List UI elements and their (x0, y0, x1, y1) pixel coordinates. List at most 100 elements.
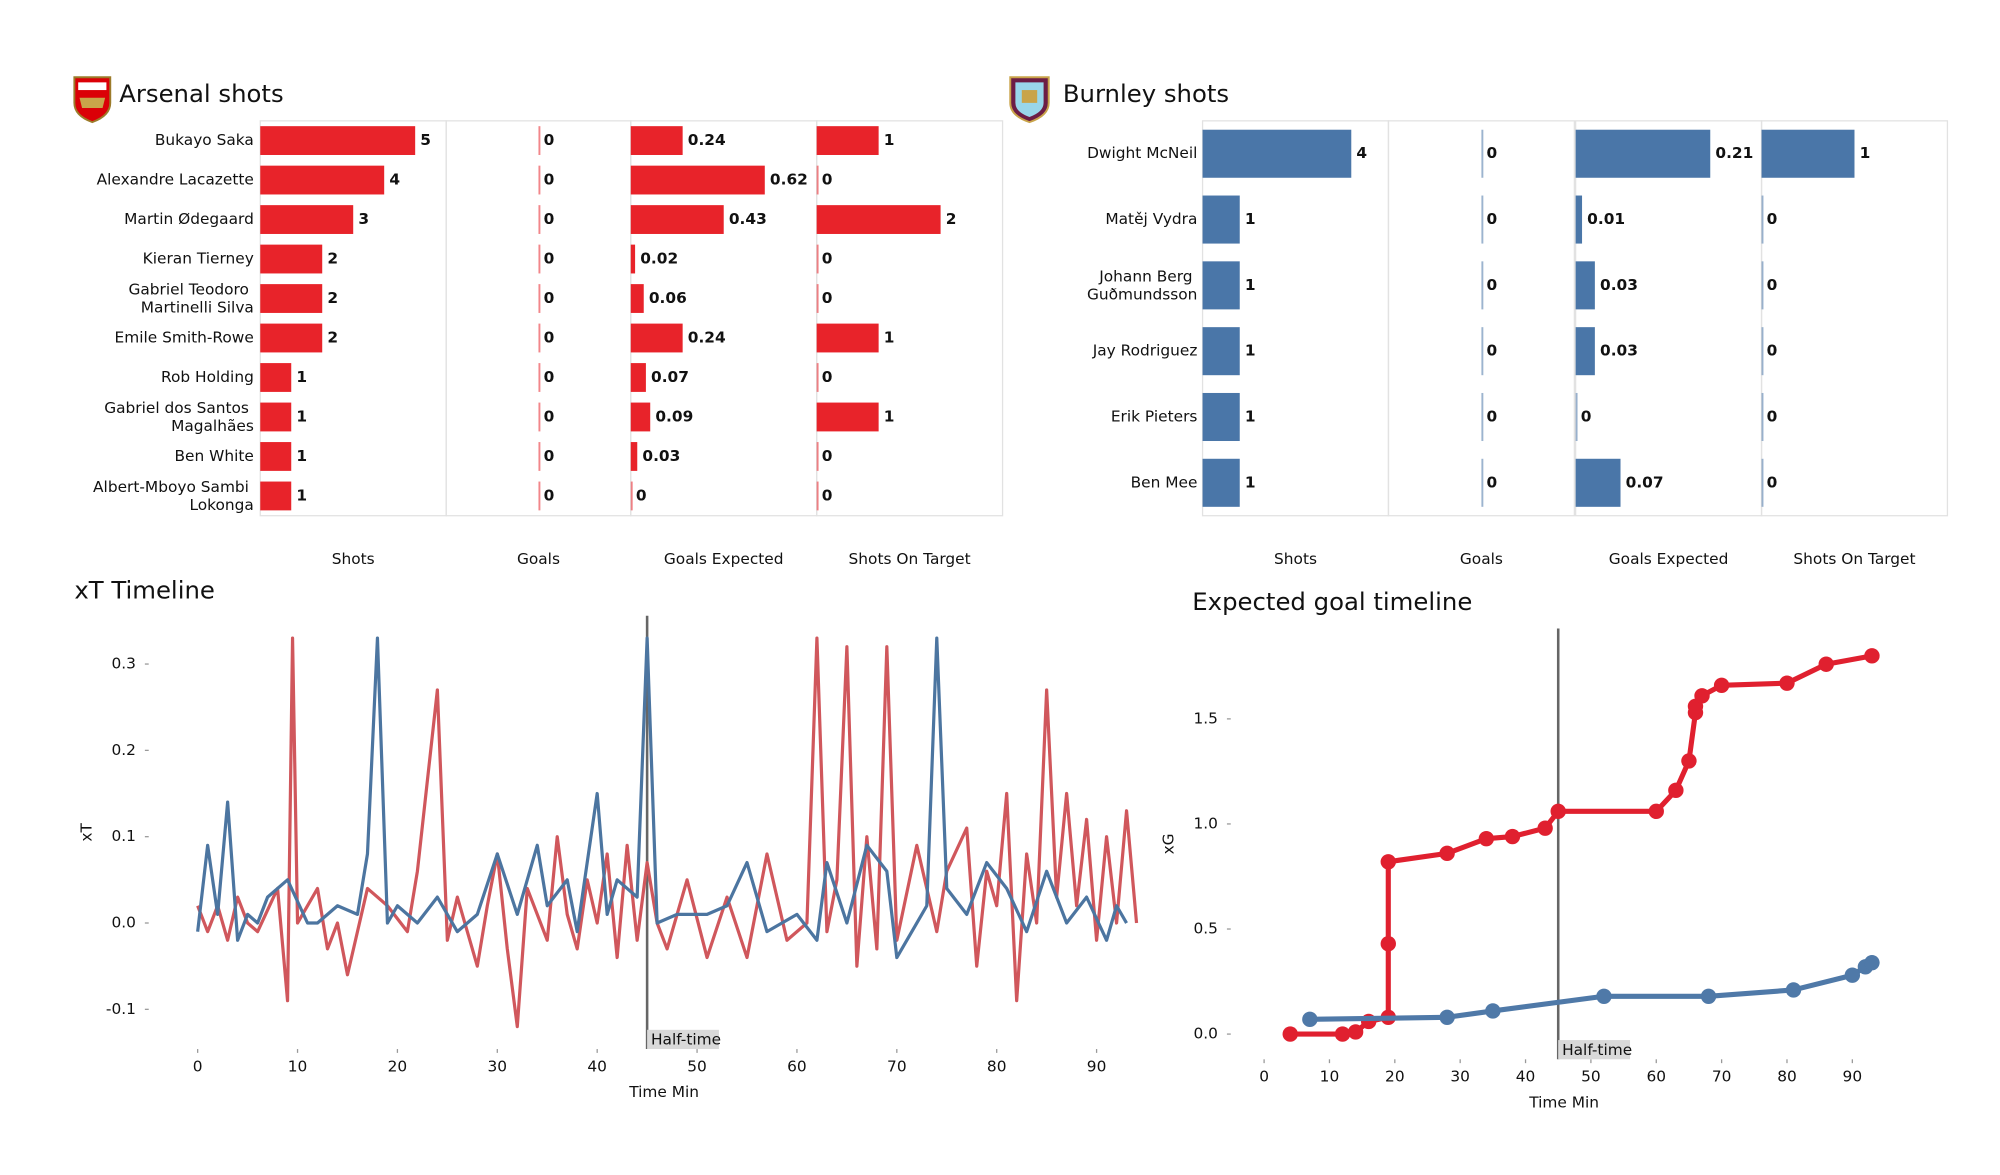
value-label: 0.03 (1600, 276, 1638, 294)
value-label: 0 (1487, 276, 1498, 294)
bar (816, 126, 879, 155)
value-label: 0 (822, 447, 833, 465)
bar (538, 165, 541, 195)
bar (538, 402, 541, 432)
panel-label: Goals Expected (1609, 550, 1729, 568)
value-label: 0.24 (688, 329, 726, 347)
value-label: 1 (1860, 144, 1871, 162)
bar (1761, 458, 1764, 507)
series-marker (1681, 753, 1697, 769)
bar (1481, 392, 1484, 442)
value-label: 1 (296, 447, 307, 465)
series-marker (1485, 1003, 1501, 1019)
y-tick-label: 1.0 (1193, 814, 1217, 832)
category-label: Rob Holding (161, 368, 254, 386)
y-tick-label: 0.1 (111, 827, 135, 845)
value-label: 1 (884, 131, 895, 149)
bar (538, 323, 541, 353)
category-label: Dwight McNeil (1087, 144, 1197, 162)
panel-label: Goals Expected (664, 550, 784, 568)
bar (630, 323, 683, 353)
panel-frame (1575, 120, 1763, 517)
series-line (1290, 653, 1873, 1037)
value-label: 0 (822, 250, 833, 268)
value-label: 2 (327, 329, 338, 347)
series-marker (1439, 1009, 1455, 1025)
bar (538, 442, 541, 471)
value-label: 5 (420, 131, 431, 149)
series-marker (1864, 954, 1880, 971)
panel-label: Goals (517, 550, 560, 568)
chart-title: Arsenal shots (119, 79, 283, 108)
category-label: Jay Rodriguez (1092, 342, 1198, 360)
y-axis-label: xG (1160, 833, 1178, 854)
panel-label: Shots (1274, 550, 1317, 568)
value-label: 2 (327, 289, 338, 307)
category-label: Ben White (174, 447, 253, 465)
category-label: Matěj Vydra (1105, 210, 1197, 228)
panel-label: Goals (1460, 550, 1503, 568)
value-label: 0.03 (642, 447, 680, 465)
x-tick-label: 60 (787, 1057, 807, 1075)
series-marker (1668, 782, 1684, 799)
value-label: 1 (1245, 210, 1256, 228)
value-label: 0 (544, 210, 555, 228)
bar (816, 402, 879, 432)
series-marker (1282, 1026, 1298, 1042)
value-label: 0 (1767, 276, 1778, 294)
bar (630, 126, 683, 155)
value-label: 1 (1245, 342, 1256, 360)
series-marker (1334, 1026, 1351, 1042)
series-marker (1785, 982, 1802, 998)
x-tick-label: 70 (1712, 1068, 1732, 1086)
chart-title: Expected goal timeline (1192, 587, 1472, 616)
x-tick-label: 50 (687, 1057, 707, 1075)
value-label: 0 (544, 486, 555, 504)
category-label: Bukayo Saka (155, 131, 254, 149)
bar (1761, 392, 1764, 442)
annotation-box (1558, 1040, 1631, 1060)
bar (816, 165, 819, 195)
value-label: 4 (1356, 144, 1367, 162)
value-label: 0.03 (1600, 342, 1638, 360)
bar (630, 165, 765, 195)
value-label: 1 (296, 368, 307, 386)
panel-frame (816, 120, 1004, 517)
bar (538, 205, 541, 234)
category-label: Erik Pieters (1111, 407, 1198, 425)
panel-label: Shots On Target (1793, 550, 1915, 568)
chart-title: xT Timeline (74, 575, 215, 604)
panel-label: Shots (332, 550, 375, 568)
bar (816, 442, 819, 471)
value-label: 0.07 (1626, 473, 1664, 491)
series-marker (1864, 648, 1880, 664)
value-label: 0.09 (655, 407, 693, 425)
value-label: 0 (544, 289, 555, 307)
value-label: 3 (358, 210, 369, 228)
category-label: Ben Mee (1131, 473, 1198, 491)
value-label: 0.07 (651, 368, 689, 386)
y-tick-label: 0.3 (111, 655, 135, 673)
bar (1575, 327, 1595, 376)
bar (538, 481, 541, 511)
x-tick-label: 20 (388, 1057, 408, 1075)
bar (1575, 195, 1583, 244)
panel-frame (1387, 120, 1576, 517)
x-tick-label: 0 (1259, 1068, 1269, 1086)
annotation-text: Half-time (1562, 1041, 1632, 1059)
value-label: 1 (296, 407, 307, 425)
bar (1202, 261, 1240, 310)
bar (1481, 195, 1484, 244)
category-label: Alexandre Lacazette (97, 171, 254, 189)
x-tick-label: 50 (1581, 1068, 1601, 1086)
series-marker (1347, 1024, 1364, 1040)
bar (1761, 327, 1764, 376)
y-axis-label: xT (78, 823, 96, 842)
y-tick-label: -0.1 (106, 1000, 136, 1018)
series-marker (1478, 830, 1495, 847)
bar (260, 165, 385, 195)
value-label: 2 (327, 250, 338, 268)
value-label: 0 (1487, 144, 1498, 162)
